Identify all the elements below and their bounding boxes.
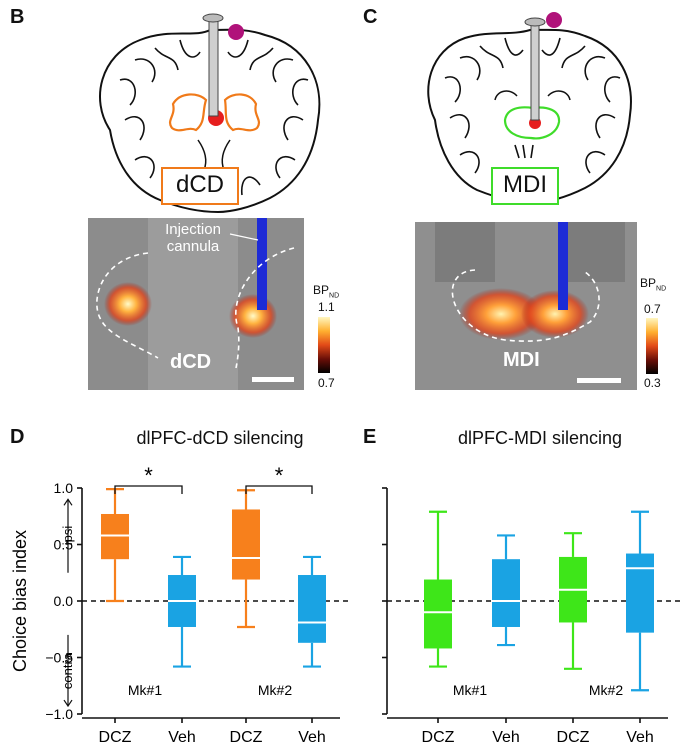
box-body xyxy=(424,579,452,649)
brain-section-mdi xyxy=(427,12,632,205)
colorbar-min-b: 0.7 xyxy=(318,376,335,390)
chart-e-title: dlPFC-MDI silencing xyxy=(457,428,623,448)
chart-e: DCZ Veh DCZ Veh Mk#1 Mk#2 xyxy=(382,487,680,746)
panel-letter-b: B xyxy=(10,6,25,28)
x-tick-label: Veh xyxy=(492,729,520,746)
brain-section-dcd xyxy=(99,13,321,214)
dcd-region-label: dCD xyxy=(175,171,224,198)
pet-image-mdi xyxy=(415,222,637,390)
x-tick-label: DCZ xyxy=(422,729,455,746)
x-tick-label: DCZ xyxy=(557,729,590,746)
box-body xyxy=(298,575,326,643)
contra-arrowhead xyxy=(63,699,73,708)
significance-star: * xyxy=(275,463,284,488)
significance-bracket xyxy=(114,485,183,494)
group-label: Mk#1 xyxy=(128,682,162,698)
group-label: Mk#2 xyxy=(589,682,623,698)
y-tick-label: 1.0 xyxy=(54,480,74,496)
chart-d-title: dlPFC-dCD silencing xyxy=(136,428,304,448)
significance-star: * xyxy=(144,463,153,488)
box-body xyxy=(232,509,260,580)
colorbar-max-b: 1.1 xyxy=(318,300,335,314)
x-tick-label: DCZ xyxy=(230,729,263,746)
colorbar-max-c: 0.7 xyxy=(644,302,661,316)
colorbar-b xyxy=(318,317,330,373)
group-label: Mk#2 xyxy=(258,682,292,698)
colorbar-c xyxy=(646,318,658,374)
y-axis-label: Choice bias index xyxy=(10,530,30,672)
colorbar-label-c: BPND xyxy=(640,276,667,293)
box-body xyxy=(101,513,129,560)
mdi-region-label: MDI xyxy=(503,171,547,198)
y-tick-label: −0.5 xyxy=(45,650,73,666)
box-body xyxy=(626,553,654,633)
group-label: Mk#1 xyxy=(453,682,487,698)
contra-label: contra xyxy=(60,652,75,689)
colorbar-label-b: BPND xyxy=(313,283,340,300)
x-tick-label: Veh xyxy=(298,729,326,746)
panel-letter-d: D xyxy=(10,426,25,448)
pet-image-dcd xyxy=(88,218,304,390)
panel-letter-c: C xyxy=(363,6,378,28)
y-tick-label: 0.0 xyxy=(54,593,74,609)
ipsi-label: ipsi xyxy=(60,526,75,546)
x-tick-label: Veh xyxy=(168,729,196,746)
colorbar-min-c: 0.3 xyxy=(644,376,661,390)
x-tick-label: Veh xyxy=(626,729,654,746)
box-body xyxy=(492,559,520,627)
panel-letter-e: E xyxy=(363,426,377,448)
ipsi-arrowhead xyxy=(63,498,73,506)
y-tick-label: −1.0 xyxy=(45,706,73,722)
x-tick-label: DCZ xyxy=(99,729,132,746)
cannula-annotation: Injection cannula xyxy=(165,221,221,255)
significance-bracket xyxy=(245,485,313,494)
pet-region-label-mdi: MDI xyxy=(503,349,540,371)
pet-region-label-dcd: dCD xyxy=(170,351,212,373)
